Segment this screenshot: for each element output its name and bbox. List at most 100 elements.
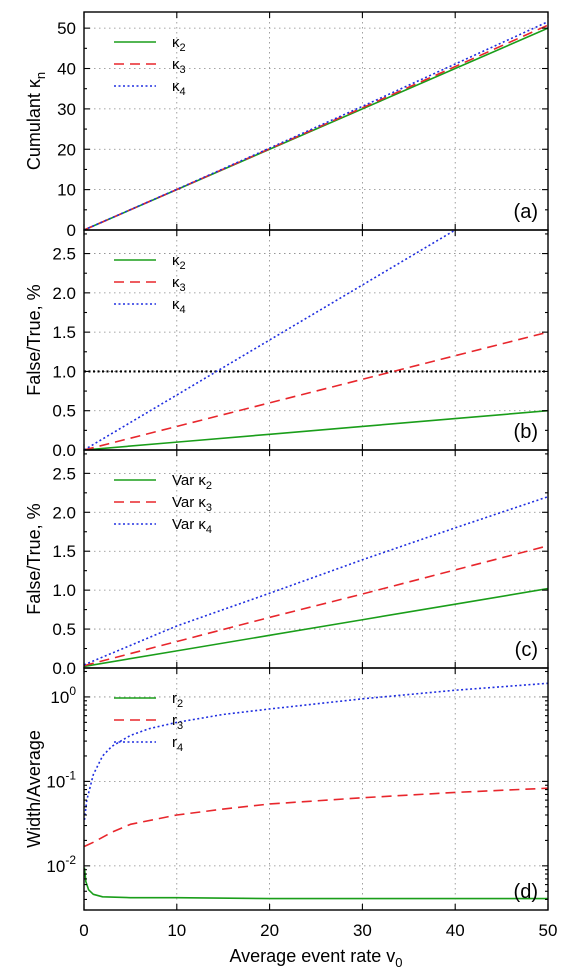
y-tick-label: 100: [50, 684, 76, 707]
legend-name: r: [172, 712, 177, 729]
y-tick-label: 10-2: [46, 853, 76, 876]
legend-sub: 3: [206, 502, 212, 514]
legend-label: κ4: [172, 296, 186, 316]
series-line-3: [84, 24, 548, 230]
plot-frame: [83, 449, 549, 669]
y-tick-label: 0.5: [52, 402, 76, 421]
y-tick-label: 0.0: [52, 659, 76, 678]
y-axis-label-text: Cumulant κ: [24, 78, 44, 170]
series-group: [84, 682, 548, 900]
series-line-3: [84, 331, 548, 450]
y-tick-label: 30: [57, 100, 76, 119]
legend-sub: 4: [177, 742, 183, 754]
y-tick-label: 40: [57, 60, 76, 79]
series-line-2: [84, 587, 548, 668]
y-axis-label-text: False/True, %: [24, 503, 44, 614]
series-line-3: [84, 787, 548, 848]
legend-sub: 3: [180, 64, 186, 76]
legend-name: κ: [172, 252, 180, 269]
y-tick-label: 1.0: [52, 362, 76, 381]
legend-sub: 2: [177, 698, 183, 710]
legend-name: Var κ: [172, 516, 206, 533]
x-axis-label: Average event rate v0: [229, 946, 402, 970]
legend-name: κ: [172, 274, 180, 291]
series-line-4: [84, 20, 548, 230]
series-line-4: [84, 682, 548, 820]
y-tick-label: 0.0: [52, 441, 76, 460]
legend-sub: 2: [206, 480, 212, 492]
legend-label: κ2: [172, 34, 186, 54]
y-axis-label: Cumulant κn: [24, 72, 48, 170]
y-tick-label: 2.5: [52, 464, 76, 483]
panel-label: (d): [514, 881, 538, 903]
legend-sub: 3: [180, 282, 186, 294]
series-line-2: [84, 867, 548, 900]
tick-exponent: -1: [65, 768, 76, 782]
plot-frame: [83, 667, 549, 911]
plot-frame: [83, 11, 549, 231]
legend-label: r3: [172, 712, 183, 732]
y-tick-label: 50: [57, 19, 76, 38]
x-axis-label-sub: 0: [395, 955, 402, 970]
y-tick-label: 2.0: [52, 284, 76, 303]
legend-sub: 4: [180, 304, 186, 316]
x-tick-label: 30: [353, 921, 372, 940]
y-tick-label: 10: [57, 181, 76, 200]
y-tick-label: 10-1: [46, 768, 76, 791]
tick-base: 10: [50, 688, 69, 707]
legend-label: κ3: [172, 274, 186, 294]
legend-name: Var κ: [172, 472, 206, 489]
series-line-3: [84, 544, 548, 667]
legend-name: κ: [172, 296, 180, 313]
tick-base: 10: [46, 857, 65, 876]
x-tick-label: 50: [539, 921, 558, 940]
legend-name: Var κ: [172, 494, 206, 511]
legend-sub: 2: [180, 42, 186, 54]
legend-sub: 4: [180, 86, 186, 98]
tick-exponent: -2: [65, 853, 76, 867]
legend-sub: 3: [177, 720, 183, 732]
x-axis-label-symbol: v: [386, 946, 395, 966]
series-group: [84, 495, 548, 668]
tick-exponent: 0: [69, 684, 76, 698]
legend-sub: 4: [206, 524, 212, 536]
y-tick-label: 2.0: [52, 503, 76, 522]
y-tick-label: 1.0: [52, 581, 76, 600]
y-axis-label: False/True, %: [24, 503, 44, 614]
series-line-2: [84, 27, 548, 230]
y-tick-label: 0: [67, 221, 76, 240]
legend-label: Var κ4: [172, 516, 212, 536]
legend-name: κ: [172, 34, 180, 51]
legend-label: r2: [172, 690, 183, 710]
y-tick-label: 2.5: [52, 245, 76, 264]
panel-label: (b): [514, 421, 538, 443]
legend-label: r4: [172, 734, 183, 754]
legend-label: κ4: [172, 78, 186, 98]
legend-label: Var κ2: [172, 472, 212, 492]
panel-label: (a): [514, 201, 538, 223]
legend-name: κ: [172, 56, 180, 73]
y-tick-label: 20: [57, 140, 76, 159]
legend-label: Var κ3: [172, 494, 212, 514]
series-line-4: [84, 495, 548, 666]
legend-name: κ: [172, 78, 180, 95]
x-axis-label-text: Average event rate: [229, 946, 386, 966]
y-axis-label-text: Width/Average: [24, 730, 44, 848]
legend-sub: 2: [180, 260, 186, 272]
x-tick-label: 10: [167, 921, 186, 940]
series-line-2: [84, 409, 548, 450]
y-axis-label-text: False/True, %: [24, 284, 44, 395]
y-axis-label: False/True, %: [24, 284, 44, 395]
panel-label: (c): [515, 639, 538, 661]
x-tick-label: 20: [260, 921, 279, 940]
legend-label: κ2: [172, 252, 186, 272]
series-group: [84, 230, 548, 450]
